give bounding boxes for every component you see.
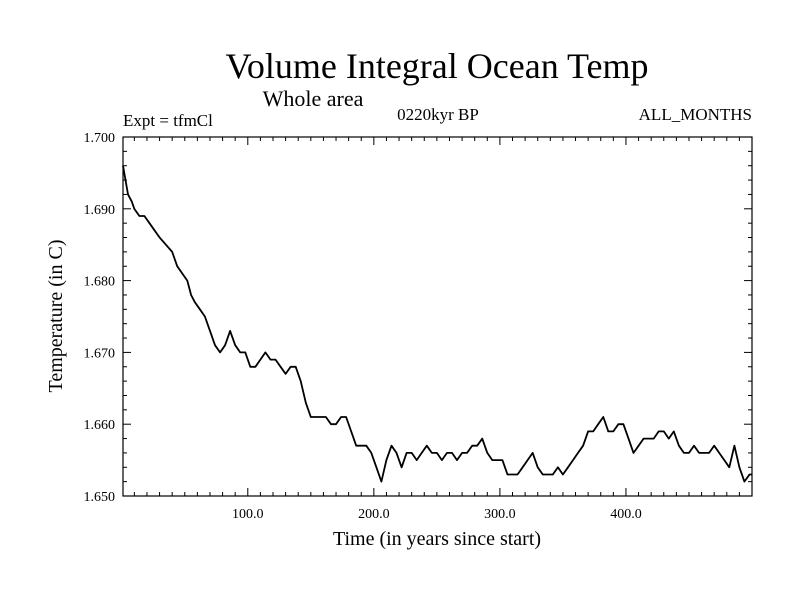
y-tick-label: 1.660 — [84, 418, 116, 433]
annotation-experiment: Expt = tfmCl — [123, 111, 213, 130]
y-tick-label: 1.690 — [84, 203, 116, 218]
x-axis-label: Time (in years since start) — [333, 528, 541, 550]
annotation-period: 0220kyr BP — [397, 105, 479, 124]
series-line — [122, 165, 752, 483]
chart-title: Volume Integral Ocean Temp — [225, 46, 648, 86]
y-axis-label: Temperature (in C) — [45, 240, 67, 393]
y-tick-label: 1.680 — [84, 275, 116, 290]
series-layer — [122, 165, 752, 483]
plot-frame — [122, 136, 753, 497]
x-tick-label: 400.0 — [610, 507, 642, 522]
x-tick-label: 100.0 — [232, 507, 264, 522]
y-tick-label: 1.670 — [84, 346, 116, 361]
annotation-months: ALL_MONTHS — [639, 105, 752, 124]
x-tick-label: 300.0 — [484, 507, 516, 522]
y-tick-label: 1.700 — [84, 131, 116, 146]
y-axis-ticks: 1.650 1.660 1.670 1.680 1.690 1.700 — [84, 131, 752, 505]
x-axis-ticks: 100.0 200.0 300.0 400.0 — [133, 137, 740, 522]
chart-subtitle: Whole area — [263, 86, 364, 111]
x-tick-label: 200.0 — [358, 507, 390, 522]
y-tick-label: 1.650 — [84, 490, 116, 505]
